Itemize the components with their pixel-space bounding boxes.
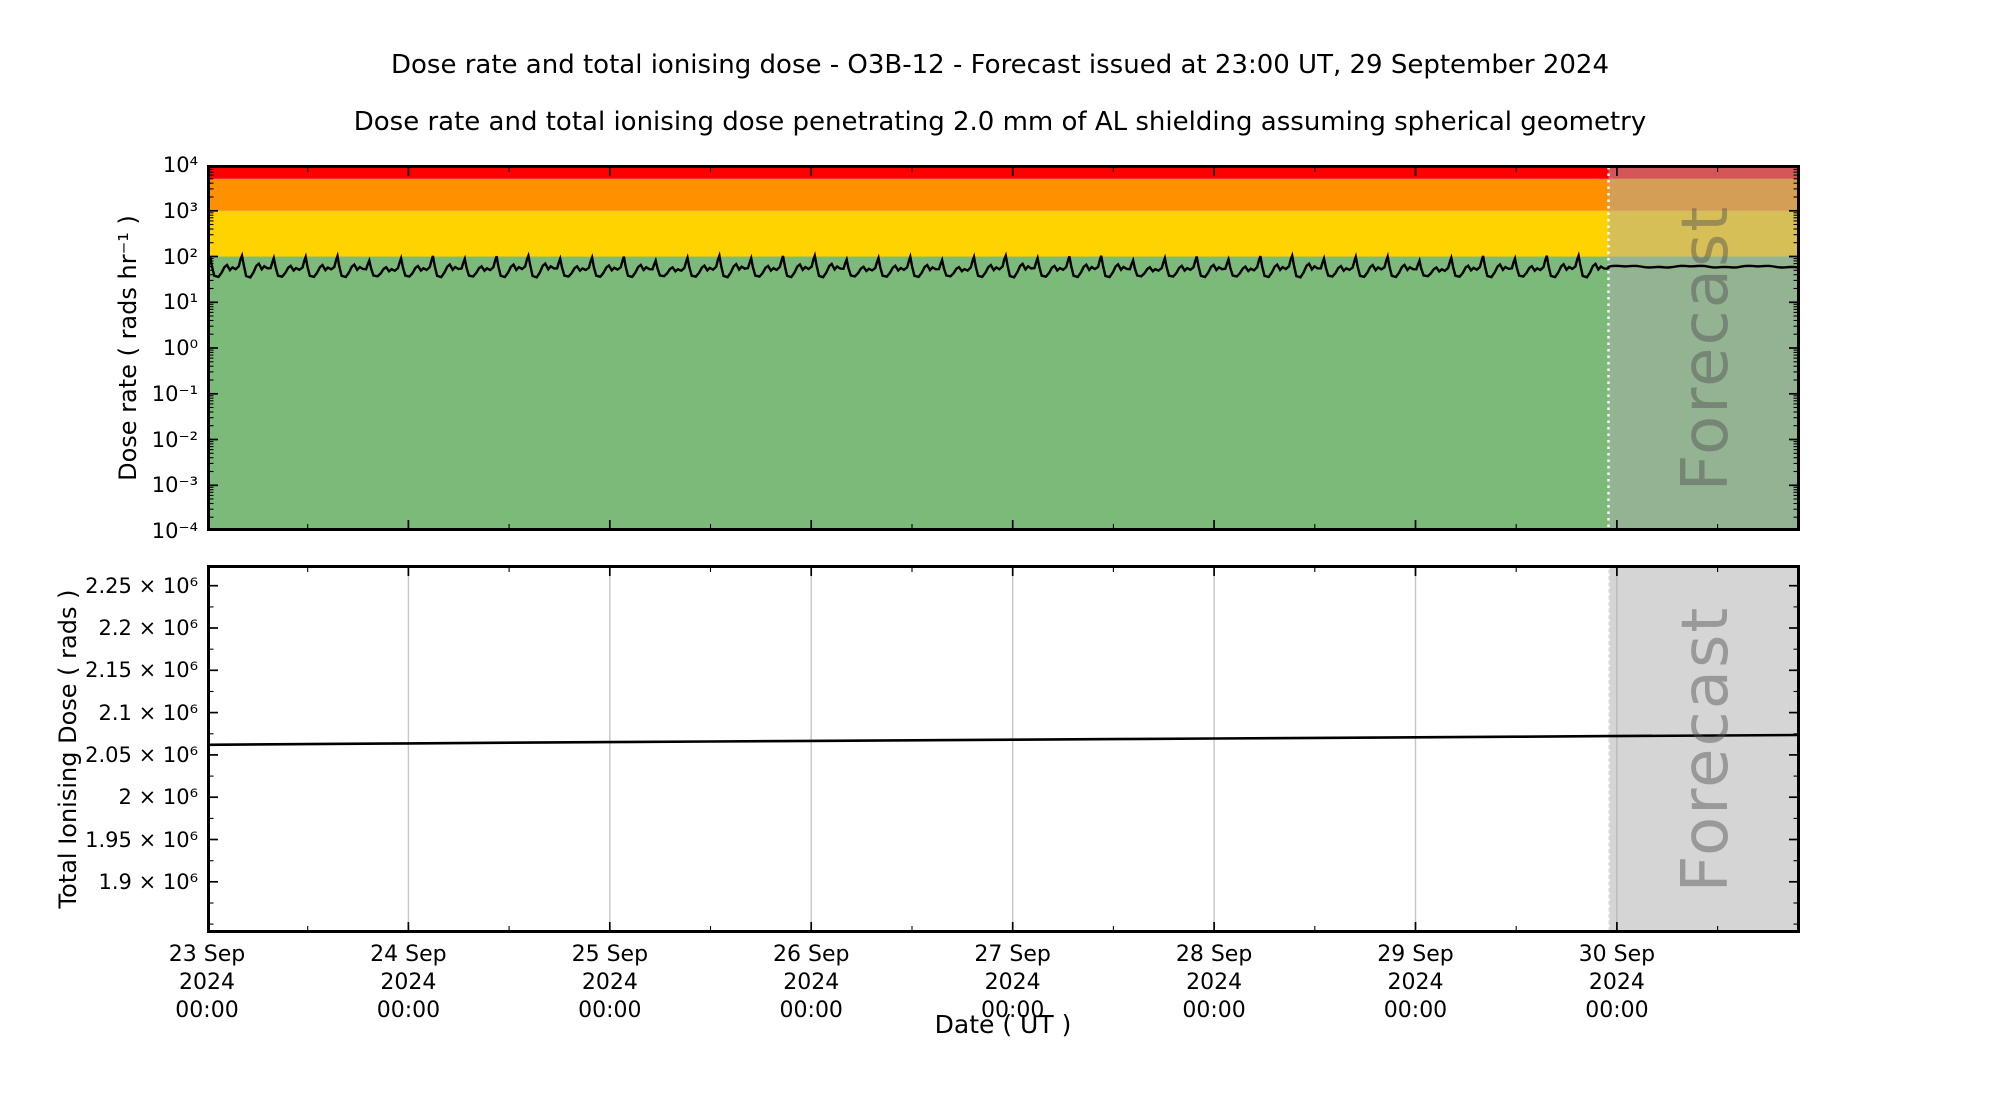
- tid-line: [207, 733, 1800, 747]
- chart-title: Dose rate and total ionising dose - O3B-…: [390, 50, 1609, 80]
- date-tick-label: 30 Sep 2024 00:00: [1578, 942, 1656, 1023]
- dose-rate-ytick-label: 10⁻¹: [151, 381, 198, 406]
- tid-ytick-label: 1.9 × 10⁶: [98, 869, 198, 894]
- forecast-watermark-top: Forecast: [1669, 204, 1743, 492]
- panel-border: [207, 165, 1800, 531]
- tid-ytick-label: 2.25 × 10⁶: [85, 573, 198, 598]
- tid-panel: [207, 565, 1800, 933]
- chart-subtitle: Dose rate and total ionising dose penetr…: [353, 107, 1647, 137]
- date-tick-label: 24 Sep 2024 00:00: [370, 942, 447, 1023]
- date-tick-label: 25 Sep 2024 00:00: [571, 942, 649, 1023]
- date-tick-label: 23 Sep 2024 00:00: [168, 942, 246, 1023]
- threshold-band-orange: [208, 178, 1799, 211]
- date-tick-label: 26 Sep 2024 00:00: [773, 942, 850, 1023]
- tid-ytick-label: 2.15 × 10⁶: [85, 658, 198, 683]
- date-tick-label: 27 Sep 2024 00:00: [974, 942, 1051, 1023]
- tid-ytick-label: 2.2 × 10⁶: [98, 616, 198, 641]
- tid-ytick-label: 2 × 10⁶: [118, 785, 198, 810]
- tid-ytick-label: 2.05 × 10⁶: [85, 742, 198, 767]
- forecast-overlay: [1608, 166, 1799, 530]
- x-axis-label: Date ( UT ): [934, 1010, 1072, 1039]
- dose-rate-ytick-label: 10⁻²: [151, 427, 198, 452]
- tid-ytick-label: 2.1 × 10⁶: [98, 700, 198, 725]
- dose-rate-ytick-label: 10⁻⁴: [151, 519, 198, 543]
- dose-rate-ytick-label: 10²: [162, 244, 198, 269]
- dose-rate-ytick-label: 10⁻³: [151, 473, 198, 498]
- forecast-watermark-bottom: Forecast: [1669, 605, 1743, 893]
- dose-rate-line: [207, 251, 1800, 279]
- date-tick-label: 28 Sep 2024 00:00: [1175, 942, 1253, 1023]
- dose-rate-ytick-label: 10⁴: [162, 153, 198, 177]
- panel-border: [207, 565, 1800, 933]
- forecast-overlay: [1608, 566, 1799, 932]
- dose-rate-ytick-label: 10¹: [162, 290, 198, 315]
- threshold-band-green: [208, 256, 1799, 530]
- date-tick-label: 29 Sep 2024 00:00: [1377, 942, 1454, 1023]
- dose-rate-ytick-label: 10³: [162, 198, 198, 223]
- threshold-band-red: [208, 166, 1799, 179]
- dose-rate-panel: [207, 165, 1800, 531]
- tid-ytick-label: 1.95 × 10⁶: [85, 827, 198, 852]
- threshold-band-yellow: [208, 210, 1799, 257]
- dose-rate-ytick-label: 10⁰: [162, 336, 198, 360]
